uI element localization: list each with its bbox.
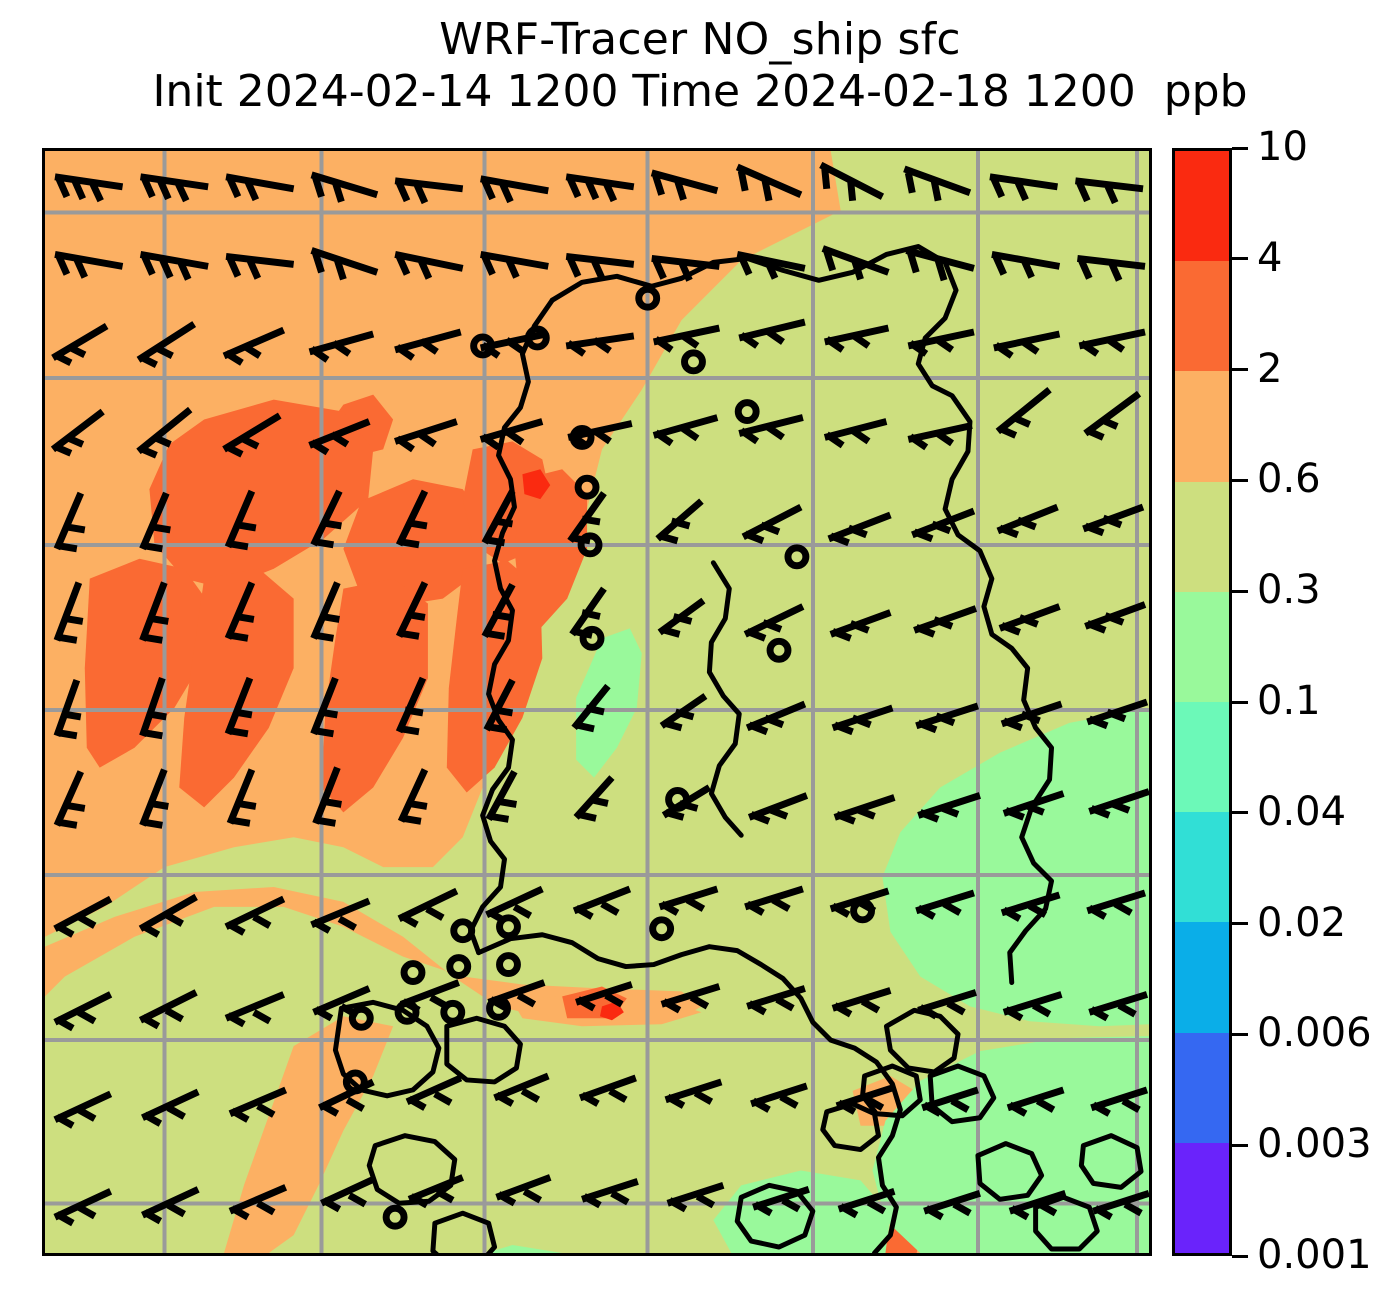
colorbar-band-4-10: [1175, 151, 1229, 262]
colorbar-band-0.3-0.6: [1175, 481, 1229, 592]
title-line-1: WRF-Tracer NO_ship sfc: [439, 14, 961, 65]
colorbar-tick-mark: [1232, 922, 1248, 926]
colorbar-band-2-4: [1175, 261, 1229, 372]
colorbar-band-0.6-2: [1175, 371, 1229, 482]
colorbar-tick-mark: [1232, 1032, 1248, 1036]
colorbar-tick-label: 0.04: [1257, 788, 1347, 835]
colorbar-tick-mark: [1232, 368, 1248, 372]
title-line-2: Init 2024-02-14 1200 Time 2024-02-18 120…: [152, 65, 1248, 117]
map-plot-area[interactable]: [42, 148, 1152, 1256]
colorbar-band-0.02-0.04: [1175, 812, 1229, 923]
colorbar-tick-mark: [1232, 257, 1248, 261]
colorbar-tick-label: 2: [1257, 345, 1283, 392]
colorbar-tick-label: 0.003: [1257, 1121, 1372, 1168]
figure-title: WRF-Tracer NO_ship sfc Init 2024-02-14 1…: [0, 14, 1400, 118]
colorbar-tick-mark: [1232, 1143, 1248, 1147]
colorbar-band-0.006-0.02: [1175, 922, 1229, 1033]
colorbar-tick-mark: [1232, 589, 1248, 593]
colorbar-tick-label: 0.1: [1257, 678, 1321, 724]
colorbar[interactable]: [1172, 148, 1232, 1256]
colorbar-band-0.003-0.006: [1175, 1032, 1229, 1143]
colorbar-tick-mark: [1232, 478, 1248, 482]
colorbar-tick-label: 10: [1257, 124, 1308, 170]
colorbar-tick-label: 0.006: [1257, 1010, 1372, 1057]
colorbar-tick-label: 0.3: [1257, 567, 1321, 614]
colorbar-tick-mark: [1232, 811, 1248, 815]
coastline-layer: [332, 243, 1144, 1253]
colorbar-band-0.001-0.003: [1175, 1142, 1229, 1254]
colorbar-band-0.1-0.3: [1175, 591, 1229, 703]
calm-circle-group: [342, 285, 875, 1230]
colorbar-tick-label: 0.001: [1257, 1232, 1372, 1278]
colorbar-tick-mark: [1232, 1254, 1248, 1258]
colorbar-tick-label: 0.6: [1257, 456, 1321, 503]
colorbar-tick-label: 4: [1257, 234, 1283, 281]
colorbar-tick-label: 0.02: [1257, 899, 1347, 946]
colorbar-tick-list: 0.001 0.003 0.006 0.02 0.04 0.1 0.3 0.6 2 4 10: [1232, 124, 1400, 1278]
wind-barb-layer: [50, 161, 1149, 1230]
colorbar-tick-mark: [1232, 146, 1248, 150]
map-layer-stack: [45, 151, 1149, 1253]
colorbar-tick-mark: [1232, 700, 1248, 704]
colorbar-band-0.04-0.1: [1175, 702, 1229, 813]
